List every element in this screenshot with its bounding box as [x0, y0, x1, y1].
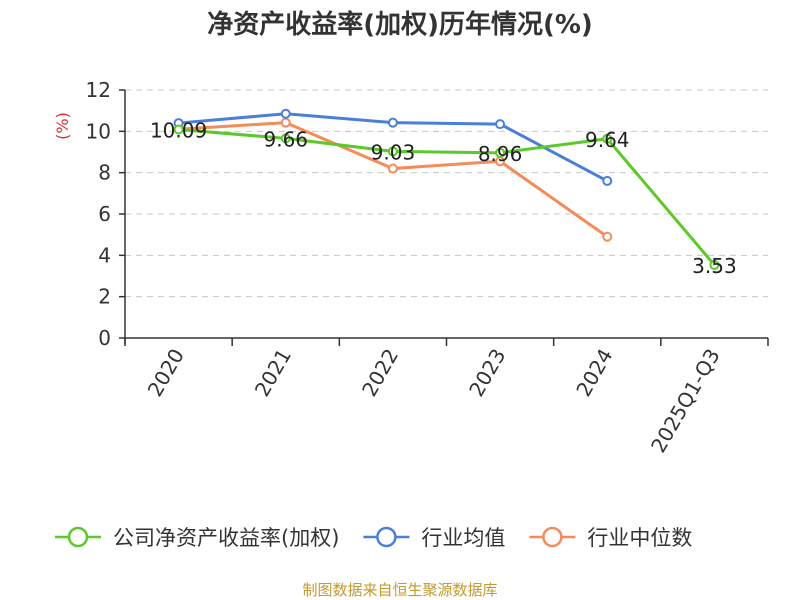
x-tick-label: 2024 — [571, 345, 617, 401]
series-point-2[interactable] — [602, 231, 613, 242]
series-point-0[interactable] — [280, 133, 291, 144]
legend-item-1[interactable]: 行业均值 — [363, 526, 505, 550]
data-label: 3.53 — [692, 254, 737, 278]
x-tick-label: 2020 — [143, 345, 189, 401]
series-point-1[interactable] — [387, 117, 398, 128]
legend-item-2[interactable]: 行业中位数 — [529, 526, 692, 550]
legend: 公司净资产收益率(加权) 行业均值 行业中位数 — [55, 526, 692, 550]
series-point-2[interactable] — [280, 117, 291, 128]
legend-swatch-marker — [542, 526, 563, 548]
legend-label: 公司净资产收益率(加权) — [113, 526, 339, 550]
series-point-0[interactable] — [387, 146, 398, 157]
data-label: 8.96 — [478, 142, 523, 166]
legend-swatch-marker — [67, 526, 89, 548]
series-point-0[interactable] — [173, 124, 184, 135]
legend-swatch-marker — [376, 526, 397, 548]
series-lines — [173, 108, 720, 271]
series-point-0[interactable] — [602, 133, 613, 144]
y-tick-label: 8 — [98, 161, 111, 185]
data-label: 10.09 — [150, 118, 207, 142]
legend-label: 行业中位数 — [587, 526, 692, 550]
series-point-0[interactable] — [495, 147, 506, 158]
y-tick-label: 2 — [98, 285, 111, 309]
y-tick-label: 6 — [98, 202, 111, 226]
x-tick-label: 2023 — [464, 345, 510, 401]
series-line-0 — [178, 127, 716, 267]
data-label: 9.03 — [371, 140, 416, 164]
x-tick-label: 2021 — [250, 345, 296, 401]
series-point-0[interactable] — [709, 260, 720, 271]
y-axis-label: (%) — [53, 112, 72, 140]
legend-item-0[interactable]: 公司净资产收益率(加权) — [55, 526, 339, 550]
data-label: 9.64 — [585, 128, 630, 152]
x-tick-label: 2025Q1-Q3 — [646, 345, 725, 457]
data-label: 9.66 — [263, 127, 308, 151]
grid-lines — [125, 89, 768, 298]
chart-title: 净资产收益率(加权)历年情况(%) — [207, 9, 593, 40]
legend-label: 行业均值 — [421, 526, 505, 550]
series-point-1[interactable] — [495, 119, 506, 130]
data-labels: 10.09 9.66 9.03 8.96 9.64 3.53 — [150, 118, 737, 278]
source-note: 制图数据来自恒生聚源数据库 — [302, 581, 497, 599]
y-tick-label: 0 — [98, 326, 111, 350]
series-point-1[interactable] — [602, 175, 613, 186]
series-point-1[interactable] — [280, 108, 291, 119]
series-point-2[interactable] — [387, 163, 398, 174]
y-tick-label: 4 — [98, 243, 111, 267]
y-tick-label: 12 — [86, 78, 111, 102]
y-tick-label: 10 — [86, 119, 111, 143]
x-tick-label: 2022 — [357, 345, 403, 401]
